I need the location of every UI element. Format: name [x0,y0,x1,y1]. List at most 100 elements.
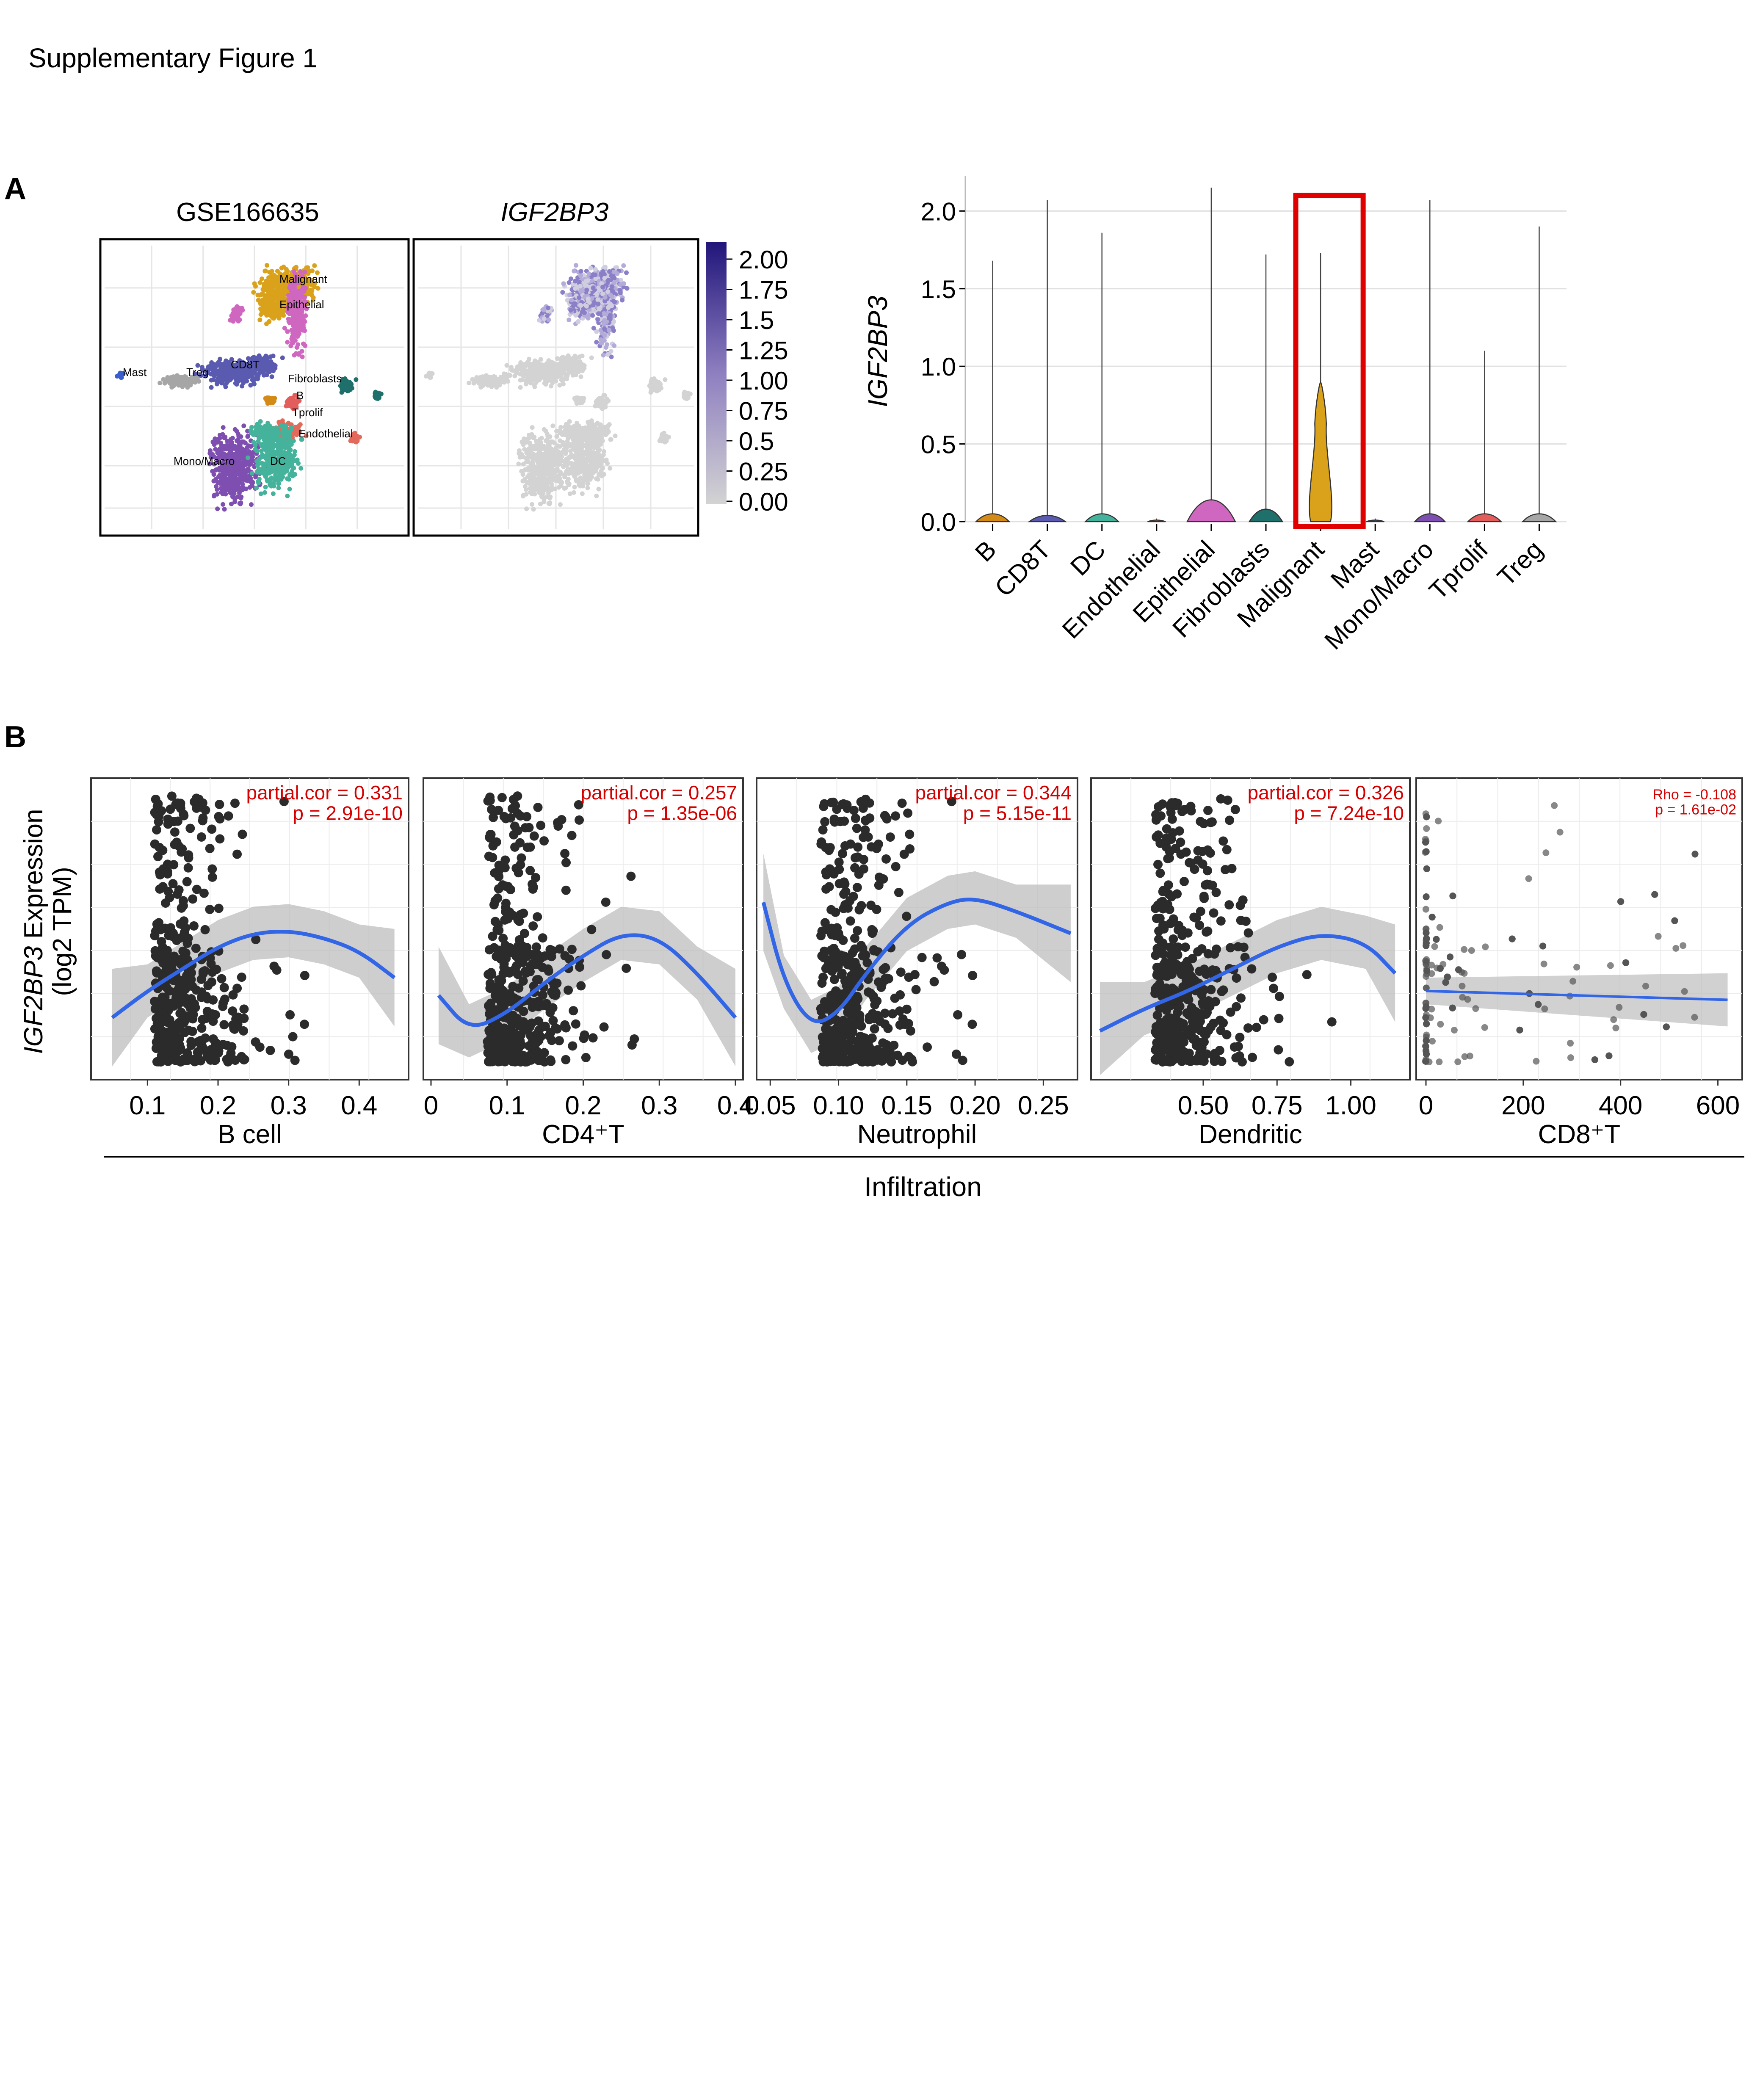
umap-cell-point [249,429,254,434]
umap-cell-point [287,311,292,316]
umap-cell-point [296,342,301,347]
umap-cell-point [229,357,234,362]
umap-cell-point [300,273,305,278]
umap-cell-point [189,376,194,381]
umap-cell-point [262,302,267,307]
umap-cell-point [269,303,274,308]
umap-expression-point [538,460,543,465]
umap-expression-point [519,452,524,457]
umap-cell-point [229,446,234,451]
umap-expression-point [578,269,583,274]
umap-expression-point [573,286,578,291]
umap-cell-point [235,378,240,383]
umap-expression-point [602,295,608,300]
umap-cell-point [232,427,238,432]
umap-cell-point [240,482,245,487]
umap-cell-point [259,455,264,460]
umap-expression-point [574,478,579,484]
umap-cell-point [217,448,222,453]
umap-cell-point [241,466,246,471]
umap-expression-point [580,491,585,496]
umap-expression-point [555,455,560,460]
umap-cell-point [222,507,227,512]
umap-cell-point [264,263,269,268]
umap-cell-point [249,479,254,484]
umap-expression-point [606,278,611,283]
umap-expression-point [551,361,556,366]
umap-cell-point [246,356,251,361]
umap-cell-point [286,317,291,322]
umap-cell-point [249,373,254,379]
umap-cell-point [242,361,247,366]
umap-cell-point [229,370,235,376]
umap-expression-point [569,298,574,303]
umap-cell-point [212,442,217,447]
umap-expression-point [602,472,607,477]
umap-expression-point [589,454,594,459]
umap-cell-point [267,482,272,487]
umap-cell-point [232,495,237,500]
umap-cell-point [301,289,307,294]
umap-expression-point [564,376,569,381]
umap-expression-point [601,353,606,358]
umap-expression-point [590,313,595,318]
umap-cell-point [241,456,246,461]
umap-cell-point [222,435,227,440]
umap-cell-point [224,439,229,444]
umap-cell-point [240,452,246,457]
umap-expression-point [547,501,552,506]
umap-expression-point [501,371,506,376]
umap-expression-point [507,373,512,378]
umap-expression-point [578,273,583,278]
umap-expression-point [591,285,596,290]
panel-a-letter: A [4,172,26,206]
umap-cell-point [279,265,284,271]
umap-cell-point [275,426,280,431]
umap-expression-point [606,315,611,321]
umap-cell-point [265,448,271,453]
umap-cell-point [249,502,254,507]
umap-cell-point [213,365,218,370]
umap-cell-point [347,384,352,389]
umap-expression-point [572,268,577,274]
umap-expression-point [542,307,547,312]
umap-expression-point [573,373,578,378]
umap-expression-point [578,303,583,308]
umap-expression-point [602,458,607,463]
umap-expression-point [568,455,573,460]
umap-expression-point [577,354,582,359]
umap-expression-point [526,448,531,453]
umap-expression-point [586,296,591,301]
umap-expression-point [582,310,587,315]
umap-cell-point [247,485,252,490]
umap-expression-point [484,373,489,378]
umap-expression-point [544,482,550,487]
umap-cell-point [299,349,304,354]
umap-cell-point [174,373,180,378]
umap-expression-point [569,429,574,434]
umap-cell-point [376,390,381,395]
umap-cell-point [196,379,202,384]
umap-expression-point [558,502,563,507]
umap-expression-point [602,338,607,343]
umap-expression-point [547,474,553,479]
umap-expression-point [540,487,545,492]
umap-cell-point [297,327,302,332]
umap-cell-point [226,365,231,370]
umap-cell-point [256,432,261,437]
umap-cell-point [293,298,298,304]
umap-cell-point [296,352,301,357]
umap-expression-point [585,475,590,480]
umap-expression-point [596,311,601,316]
umap-cell-point [238,495,243,500]
umap-cell-point [286,297,291,302]
umap-cell-point [181,382,186,387]
umap-cell-point [282,326,287,331]
umap-cell-point [238,441,243,446]
umap-cell-point [304,434,309,439]
umap-cell-point [298,304,303,309]
umap-expression-point [608,466,613,471]
umap-expression-point [564,470,569,475]
umap-expression-point [544,463,549,468]
umap-expression-point [568,448,573,453]
